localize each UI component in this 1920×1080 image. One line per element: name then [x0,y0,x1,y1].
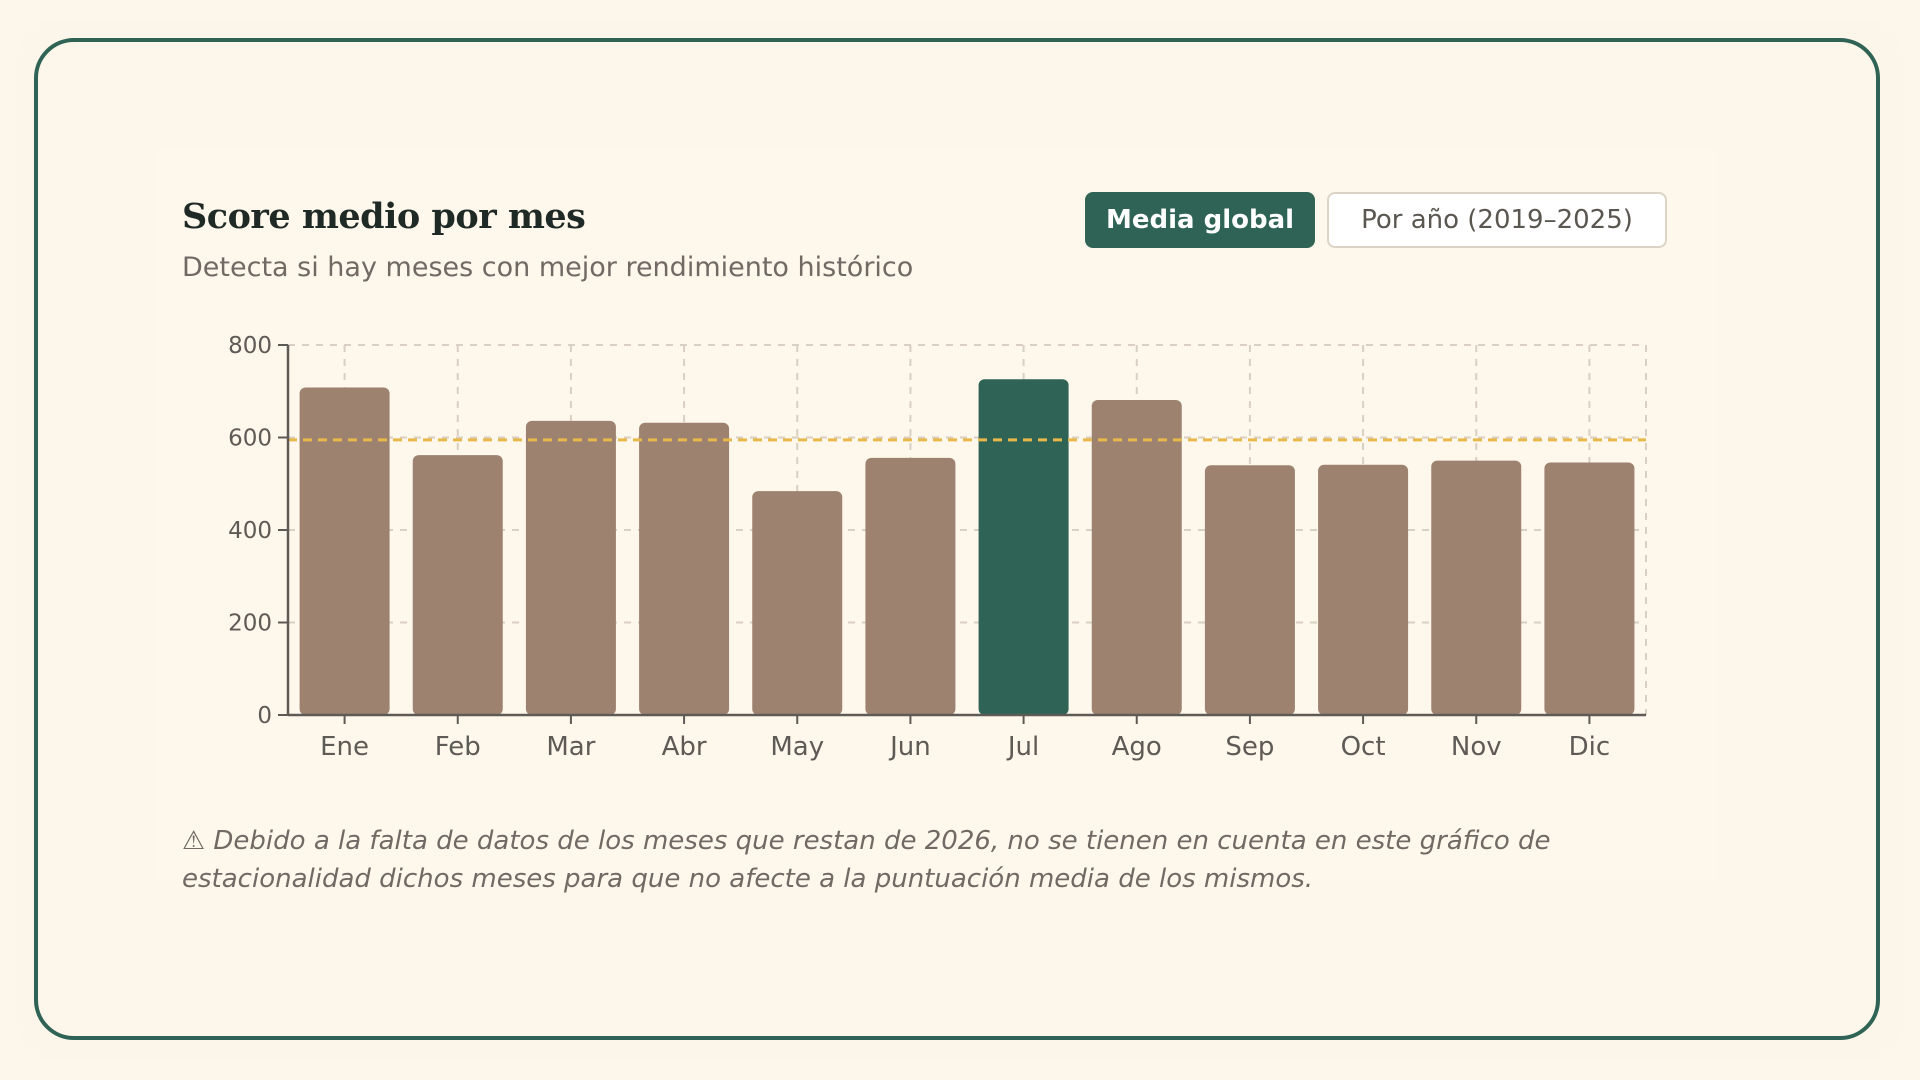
chart-bars [299,379,1635,715]
x-tick-label: Jul [1006,732,1039,762]
bar-dic [1544,462,1635,715]
bar-jun [865,457,956,715]
bar-may [752,491,843,715]
bar-abr [639,422,730,715]
data-warning-note: ⚠ Debido a la falta de datos de los mese… [182,826,1551,894]
y-tick-label: 200 [228,611,272,637]
x-tick-label: Dic [1569,732,1611,762]
bar-feb [412,455,503,715]
x-tick-label: Oct [1341,732,1386,762]
x-tick-label: May [770,732,824,762]
media-global-toggle[interactable]: Media global [1085,192,1315,248]
y-tick-label: 400 [228,518,272,544]
chart-title: Score medio por mes [182,196,586,237]
por-ano-toggle[interactable]: Por año (2019–2025) [1327,192,1667,248]
chart-tick-labels: 0 200 400 600 800 Ene Feb Mar Abr May Jun Jul Ago Sep… [228,333,1610,762]
bar-mar [525,420,616,715]
x-tick-label: Ene [320,732,369,762]
x-tick-label: Sep [1225,732,1274,762]
x-tick-label: Mar [546,732,595,762]
y-tick-label: 600 [228,426,272,452]
bar-nov [1431,460,1522,715]
x-tick-label: Jun [888,732,931,762]
bar-sep [1204,465,1295,715]
bar-jul [978,379,1069,715]
x-tick-label: Abr [662,732,707,762]
bar-oct [1318,464,1409,715]
chart-axes [278,344,1646,724]
x-tick-label: Nov [1451,732,1502,762]
chart-subtitle: Detecta si hay meses con mejor rendimien… [182,252,914,283]
x-tick-label: Feb [435,732,481,762]
x-tick-label: Ago [1112,732,1162,762]
bar-ene [299,387,390,715]
bar-ago [1091,400,1182,715]
y-tick-label: 800 [228,333,272,359]
y-tick-label: 0 [257,703,272,729]
